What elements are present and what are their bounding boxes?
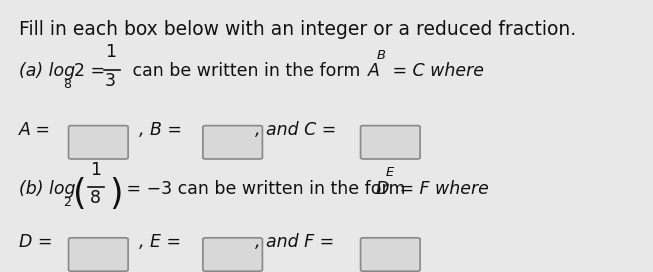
FancyBboxPatch shape	[69, 126, 128, 159]
Text: , B =: , B =	[138, 121, 182, 139]
Text: , E =: , E =	[138, 233, 181, 251]
Text: A =: A =	[19, 121, 51, 139]
Text: , and F =: , and F =	[255, 233, 334, 251]
Text: (b) log: (b) log	[19, 180, 75, 198]
Text: ): )	[109, 177, 122, 211]
Text: = F where: = F where	[394, 180, 488, 198]
Text: E: E	[386, 166, 394, 179]
Text: Fill in each box below with an integer or a reduced fraction.: Fill in each box below with an integer o…	[19, 20, 576, 39]
FancyBboxPatch shape	[69, 238, 128, 271]
Text: = C where: = C where	[387, 62, 484, 80]
FancyBboxPatch shape	[203, 126, 263, 159]
FancyBboxPatch shape	[203, 238, 263, 271]
FancyBboxPatch shape	[360, 126, 420, 159]
Text: A: A	[368, 62, 379, 80]
Text: 8: 8	[90, 189, 101, 207]
Text: 1: 1	[105, 44, 116, 61]
Text: 2: 2	[63, 196, 71, 209]
Text: 8: 8	[63, 78, 71, 91]
Text: = −3 can be written in the form: = −3 can be written in the form	[121, 180, 411, 198]
Text: 3: 3	[105, 72, 116, 89]
Text: (a) log: (a) log	[19, 62, 75, 80]
FancyBboxPatch shape	[360, 238, 420, 271]
Text: (: (	[72, 177, 86, 211]
Text: can be written in the form: can be written in the form	[127, 62, 366, 80]
Text: 2 =: 2 =	[74, 62, 105, 80]
Text: B: B	[377, 49, 386, 62]
Text: , and C =: , and C =	[255, 121, 337, 139]
Text: D =: D =	[19, 233, 52, 251]
Text: 1: 1	[90, 161, 101, 179]
Text: D: D	[375, 180, 389, 198]
